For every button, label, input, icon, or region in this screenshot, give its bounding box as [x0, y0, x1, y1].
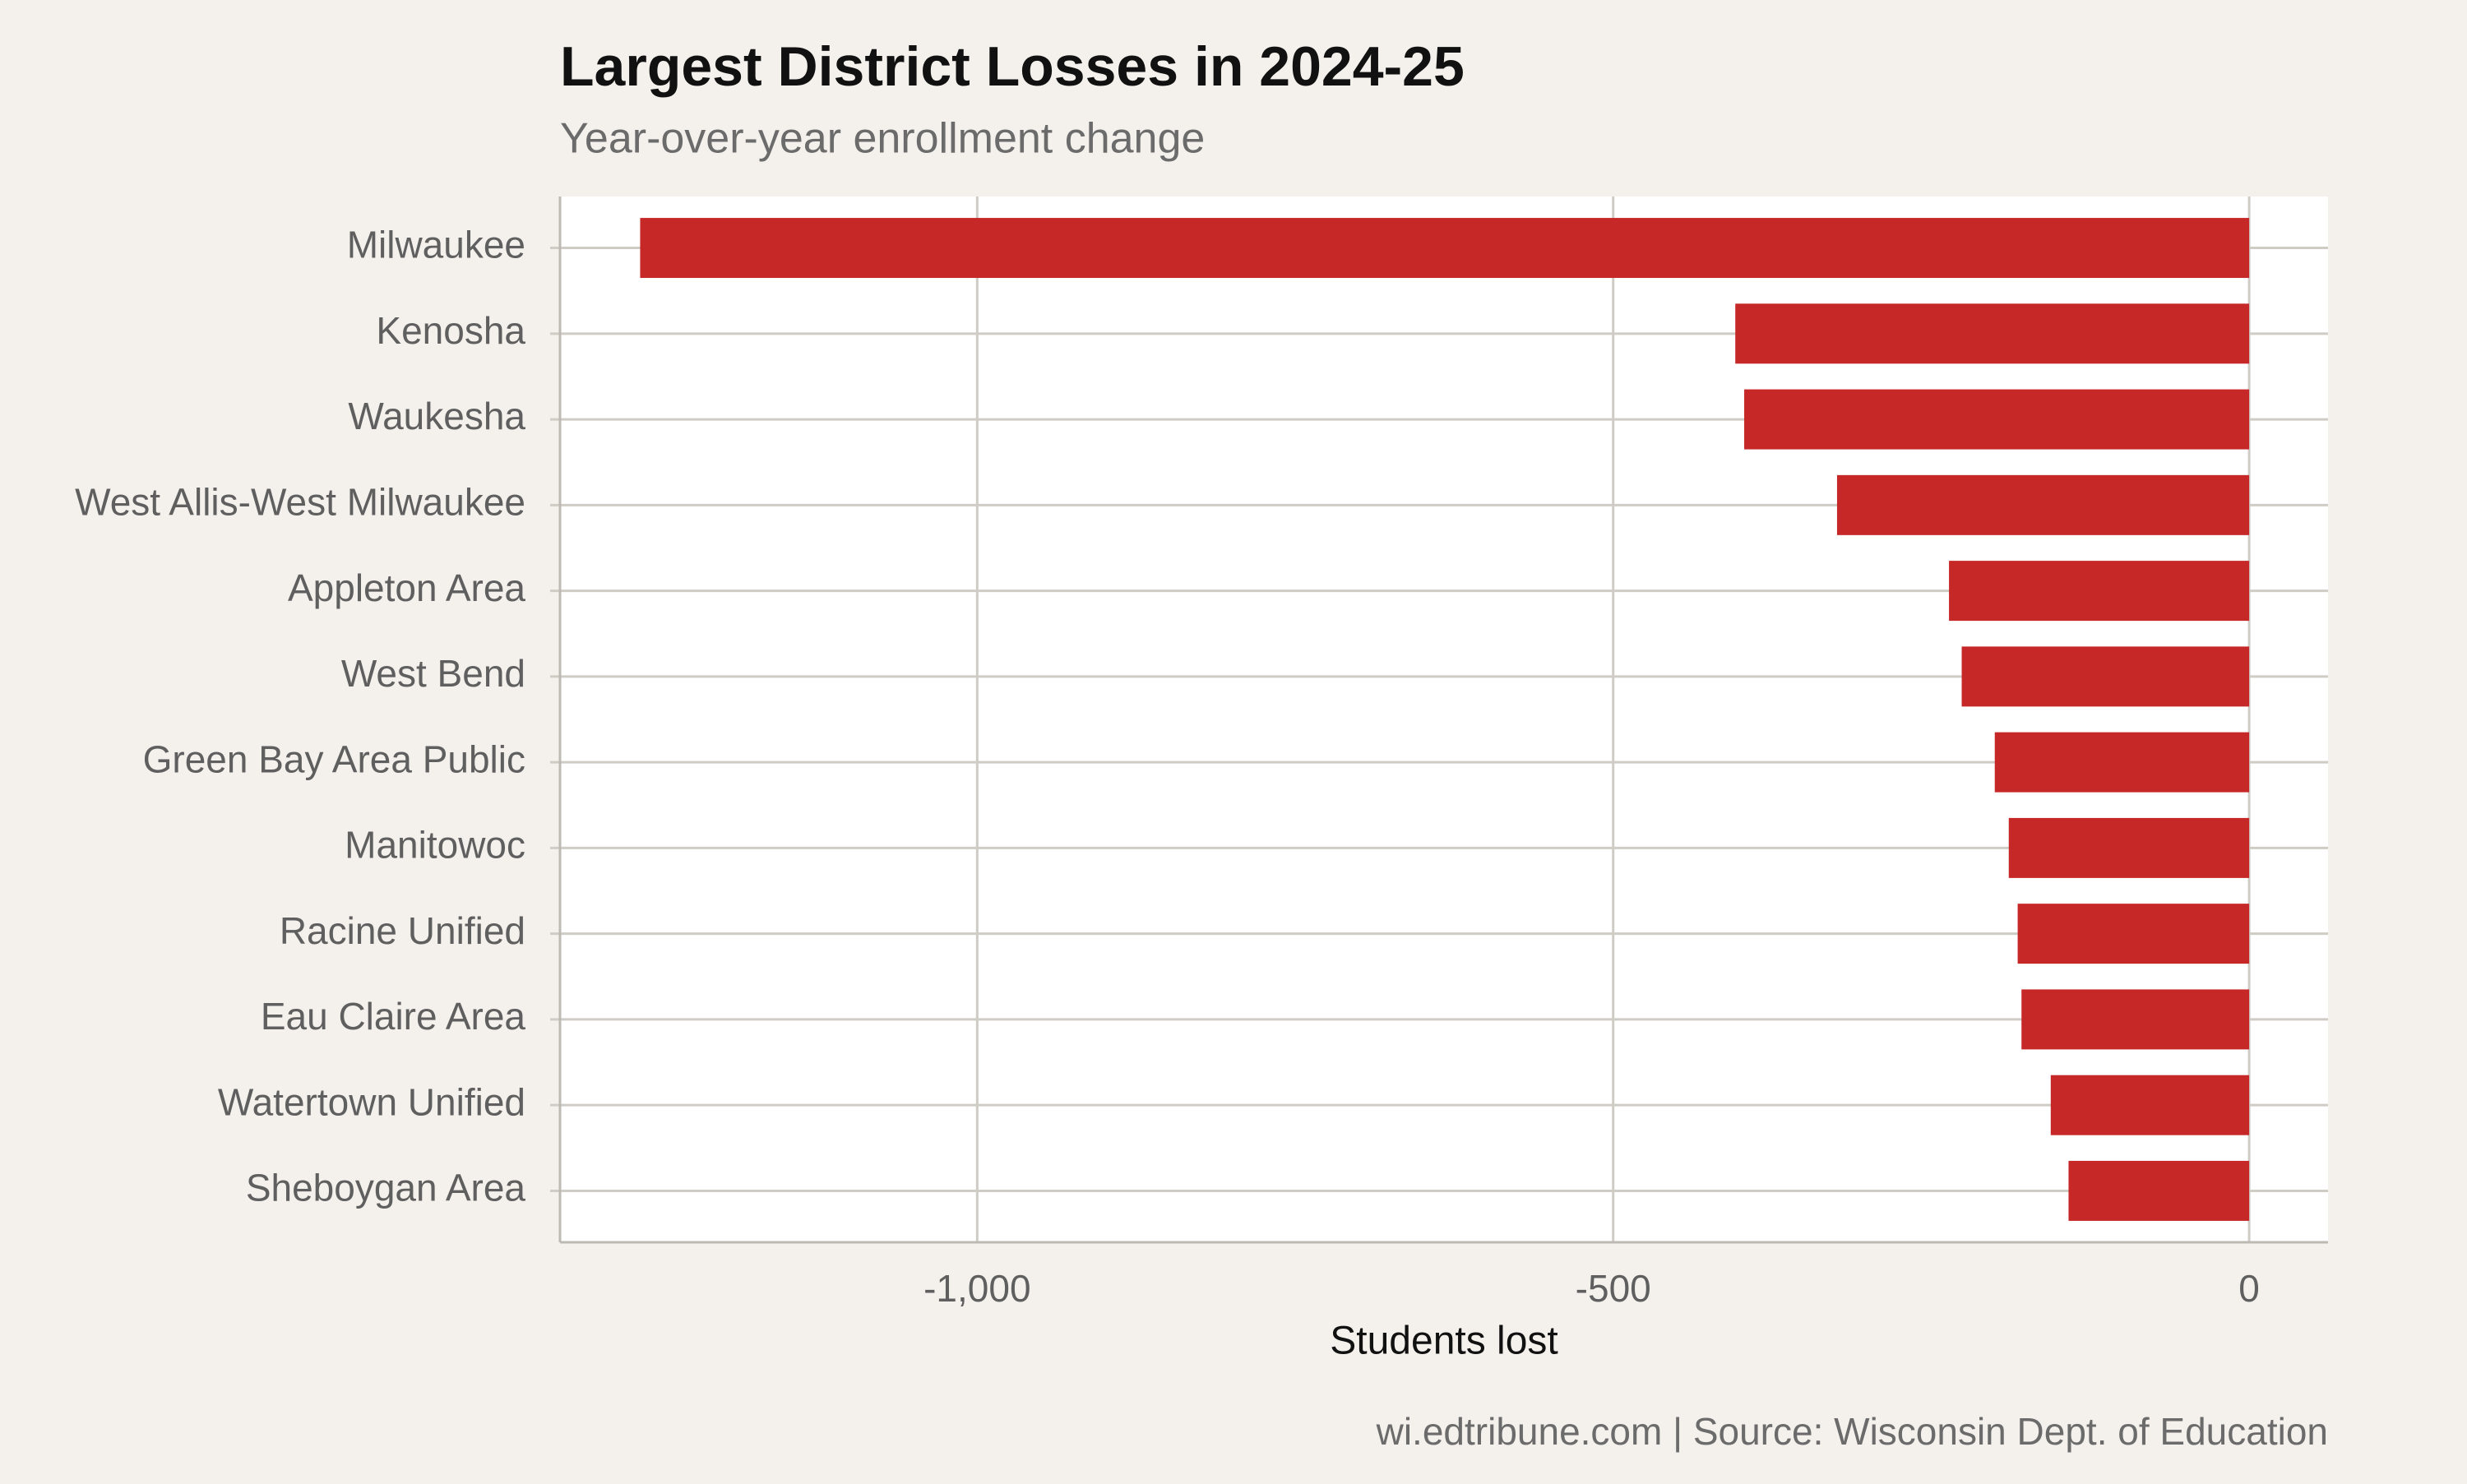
plot-layer: -1,000 -500 0 Milwaukee Kenosha Waukesha West …: [75, 196, 2328, 1310]
y-tick-label: West Bend: [341, 652, 525, 695]
y-tick-label: Racine Unified: [280, 909, 525, 952]
chart-subtitle: Year-over-year enrollment change: [560, 115, 1205, 163]
y-tick-label: Watertown Unified: [218, 1080, 525, 1123]
caption: wi.edtribune.com | Source: Wisconsin Dep…: [1376, 1410, 2328, 1453]
x-axis-title: Students lost: [1330, 1320, 1558, 1363]
y-tick-label: Manitowoc: [345, 824, 525, 867]
chart-title: Largest District Losses in 2024-25: [560, 35, 1465, 98]
y-tick-label: Sheboygan Area: [246, 1167, 526, 1209]
bar: [2050, 1075, 2250, 1135]
bar: [1836, 474, 2250, 535]
bar: [1961, 646, 2250, 707]
y-tick-label: Green Bay Area Public: [143, 737, 525, 780]
bar: [2008, 817, 2250, 878]
x-tick-label: -1,000: [923, 1267, 1030, 1310]
bar: [1949, 561, 2250, 622]
x-tick-label: 0: [2238, 1267, 2260, 1310]
y-tick-label: Eau Claire Area: [261, 995, 526, 1038]
y-tick-label: Milwaukee: [347, 224, 525, 266]
plot-panel: [560, 196, 2328, 1242]
y-tick-label: Appleton Area: [288, 566, 525, 609]
bar: [2017, 904, 2250, 964]
bar: [2021, 989, 2250, 1050]
bar: [640, 218, 2250, 279]
bar: [1994, 732, 2250, 793]
y-tick-label: Waukesha: [348, 395, 525, 437]
bar: [1744, 389, 2250, 450]
bar: [1735, 303, 2250, 364]
bar: [2068, 1160, 2250, 1221]
x-tick-label: -500: [1576, 1267, 1651, 1310]
y-tick-label: West Allis-West Milwaukee: [75, 481, 525, 524]
y-tick-label: Kenosha: [376, 309, 525, 352]
